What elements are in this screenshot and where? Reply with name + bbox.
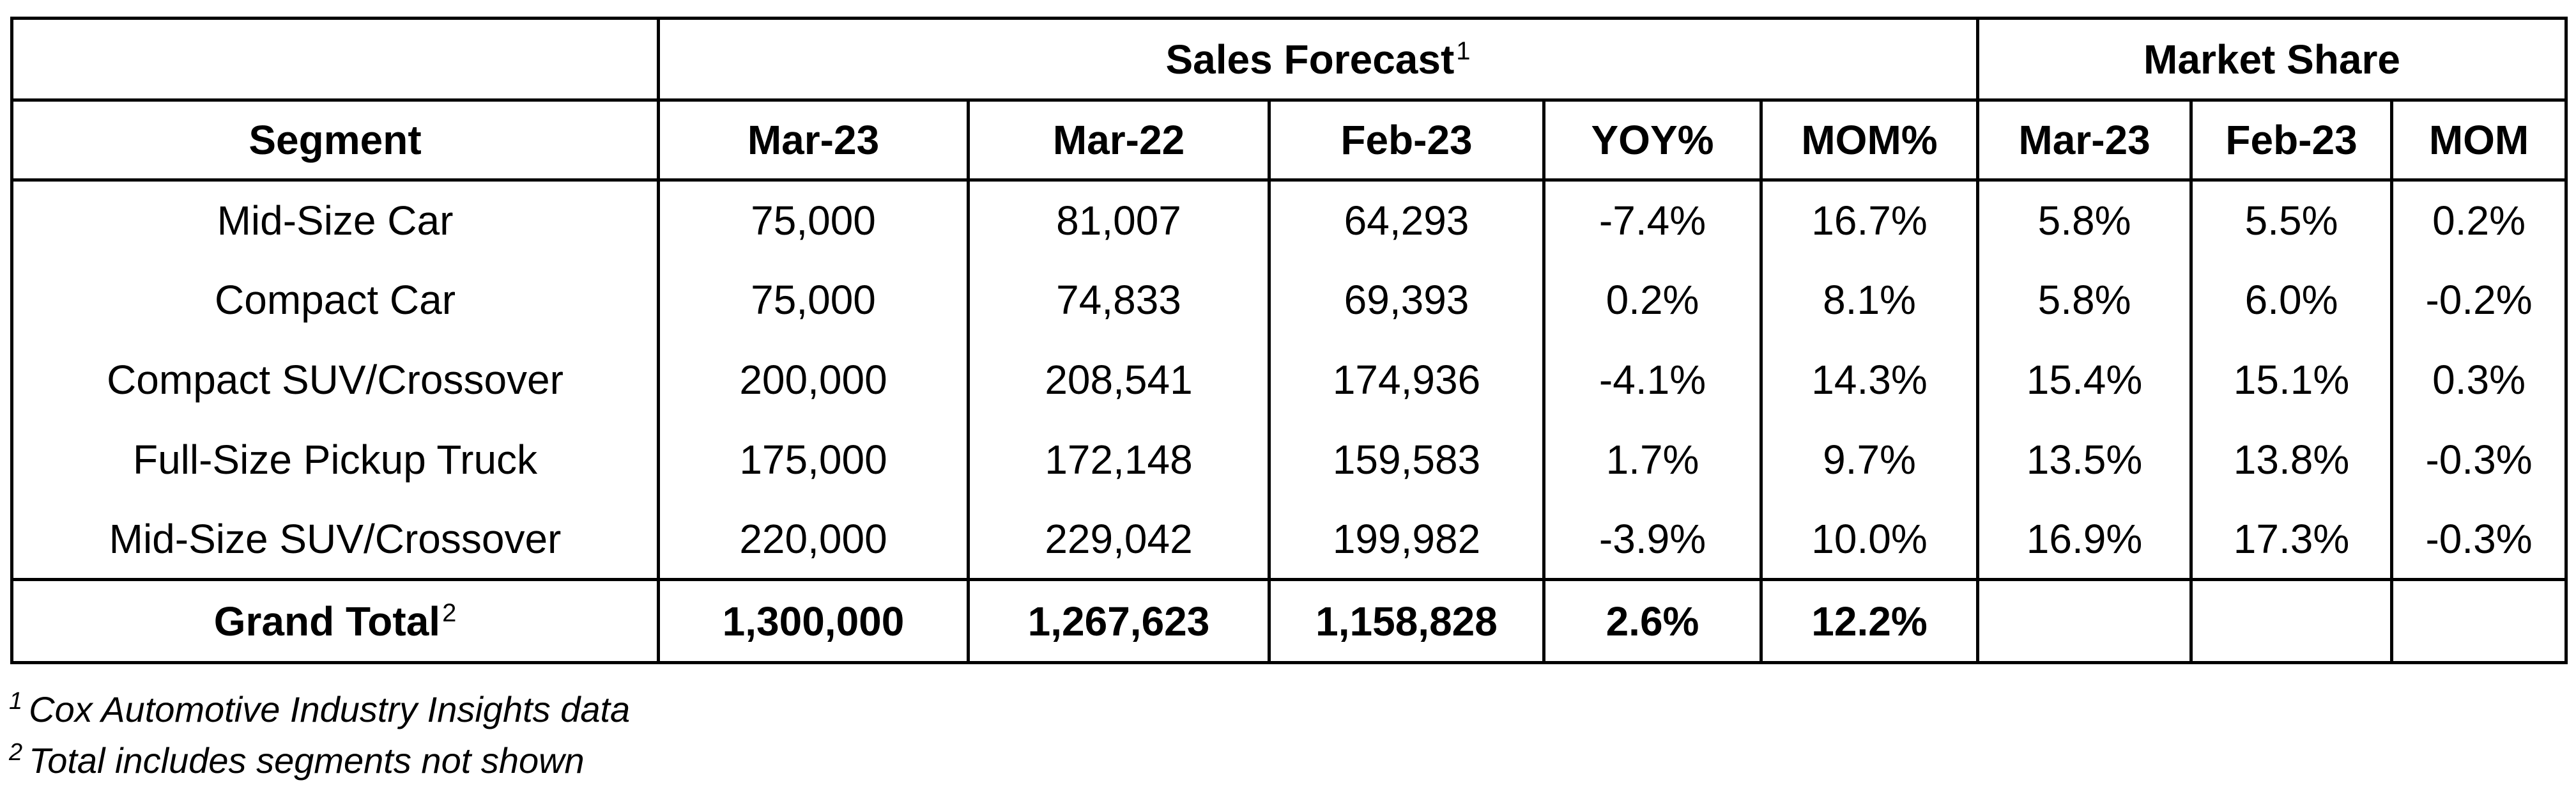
table-cell: 200,000	[657, 339, 969, 420]
column-header-share-mom: MOM	[2390, 100, 2566, 182]
table-cell: 0.2%	[2390, 180, 2566, 260]
footnote-2-text: Total includes segments not shown	[29, 740, 585, 781]
table-cell: -0.3%	[2390, 499, 2566, 580]
table-cell: 172,148	[967, 419, 1269, 500]
footnote-marker-2: 2	[442, 598, 457, 627]
segment-cell: Mid-Size Car	[217, 198, 454, 244]
table-cell: 69,393	[1268, 260, 1544, 340]
table-cell: 6.0%	[2189, 260, 2392, 340]
table-cell: 159,583	[1268, 419, 1544, 500]
footnote-2-marker: 2	[9, 739, 23, 766]
total-cell	[2390, 578, 2566, 663]
grand-total-row: Grand Total2 1,300,000 1,267,623 1,158,8…	[12, 578, 2566, 663]
table-cell: 5.5%	[2189, 180, 2392, 260]
sales-forecast-label: Sales Forecast	[1165, 36, 1455, 82]
table-cell: 13.8%	[2189, 419, 2392, 500]
total-cell: 1,267,623	[967, 578, 1269, 663]
footnotes: 1 Cox Automotive Industry Insights data 2…	[9, 684, 630, 786]
table-cell: 75,000	[657, 260, 969, 340]
table-cell: 174,936	[1268, 339, 1544, 420]
table-cell: 0.3%	[2390, 339, 2566, 420]
sales-forecast-table: Sales Forecast1 Market Share Segment Mar…	[10, 17, 2568, 664]
segment-cell: Compact Car	[215, 277, 456, 323]
table-cell: 81,007	[967, 180, 1269, 260]
column-header-row: Segment Mar-23 Mar-22 Feb-23 YOY% MOM% M…	[12, 100, 2566, 182]
table-cell: 175,000	[657, 419, 969, 500]
column-header-sales-mar-23: Mar-23	[657, 100, 969, 182]
table-cell: 199,982	[1268, 499, 1544, 580]
column-header-share-mar-23: Mar-23	[1976, 100, 2191, 182]
table-cell: 75,000	[657, 180, 969, 260]
column-header-mom-pct: MOM%	[1759, 100, 1978, 182]
column-header-yoy: YOY%	[1542, 100, 1761, 182]
table-row: Full-Size Pickup Truck 175,000 172,148 1…	[12, 419, 2566, 500]
column-header-segment: Segment	[12, 100, 659, 182]
table-cell: 15.1%	[2189, 339, 2392, 420]
table-cell: 5.8%	[1976, 180, 2191, 260]
table-cell: 8.1%	[1759, 260, 1978, 340]
table-cell: -0.2%	[2390, 260, 2566, 340]
footnote-2: 2 Total includes segments not shown	[9, 735, 630, 786]
table-cell: 16.9%	[1976, 499, 2191, 580]
table-cell: -0.3%	[2390, 419, 2566, 500]
table-cell: 74,833	[967, 260, 1269, 340]
table-cell: 15.4%	[1976, 339, 2191, 420]
table-cell: 208,541	[967, 339, 1269, 420]
table-row: Compact SUV/Crossover 200,000 208,541 17…	[12, 339, 2566, 420]
market-share-header: Market Share	[1976, 18, 2566, 102]
table-cell: 17.3%	[2189, 499, 2392, 580]
table-cell: 5.8%	[1976, 260, 2191, 340]
table-cell: 16.7%	[1759, 180, 1978, 260]
grand-total-label-cell: Grand Total2	[12, 578, 659, 663]
table-cell: 229,042	[967, 499, 1269, 580]
table-cell: 64,293	[1268, 180, 1544, 260]
group-header-empty-cell	[12, 18, 659, 102]
total-cell: 2.6%	[1542, 578, 1761, 663]
table-cell: 10.0%	[1759, 499, 1978, 580]
footnote-marker-1: 1	[1456, 36, 1471, 65]
footnote-1-marker: 1	[9, 688, 23, 715]
grand-total-label: Grand Total	[213, 598, 441, 644]
total-cell: 1,300,000	[657, 578, 969, 663]
segment-cell: Full-Size Pickup Truck	[132, 437, 538, 483]
column-header-sales-feb-23: Feb-23	[1268, 100, 1544, 182]
table-cell: 9.7%	[1759, 419, 1978, 500]
table-cell: 0.2%	[1542, 260, 1761, 340]
table-cell: -7.4%	[1542, 180, 1761, 260]
table-cell: 13.5%	[1976, 419, 2191, 500]
table-cell: 1.7%	[1542, 419, 1761, 500]
sales-forecast-header: Sales Forecast1	[656, 18, 1978, 102]
table-cell: -3.9%	[1542, 499, 1761, 580]
column-header-sales-mar-22: Mar-22	[967, 100, 1269, 182]
total-cell: 1,158,828	[1268, 578, 1544, 663]
table-cell: 14.3%	[1759, 339, 1978, 420]
table-cell: 220,000	[657, 499, 969, 580]
table-row: Compact Car 75,000 74,833 69,393 0.2% 8.…	[12, 260, 2566, 340]
total-cell	[1976, 578, 2191, 663]
total-cell	[2189, 578, 2392, 663]
group-header-row: Sales Forecast1 Market Share	[12, 18, 2566, 102]
table-cell: -4.1%	[1542, 339, 1761, 420]
footnote-1: 1 Cox Automotive Industry Insights data	[9, 684, 630, 735]
column-header-share-feb-23: Feb-23	[2189, 100, 2392, 182]
table-row: Mid-Size SUV/Crossover 220,000 229,042 1…	[12, 499, 2566, 580]
segment-cell: Mid-Size SUV/Crossover	[109, 515, 562, 562]
total-cell: 12.2%	[1759, 578, 1978, 663]
footnote-1-text: Cox Automotive Industry Insights data	[29, 689, 631, 729]
segment-cell: Compact SUV/Crossover	[107, 357, 564, 403]
table-row: Mid-Size Car 75,000 81,007 64,293 -7.4% …	[12, 180, 2566, 260]
